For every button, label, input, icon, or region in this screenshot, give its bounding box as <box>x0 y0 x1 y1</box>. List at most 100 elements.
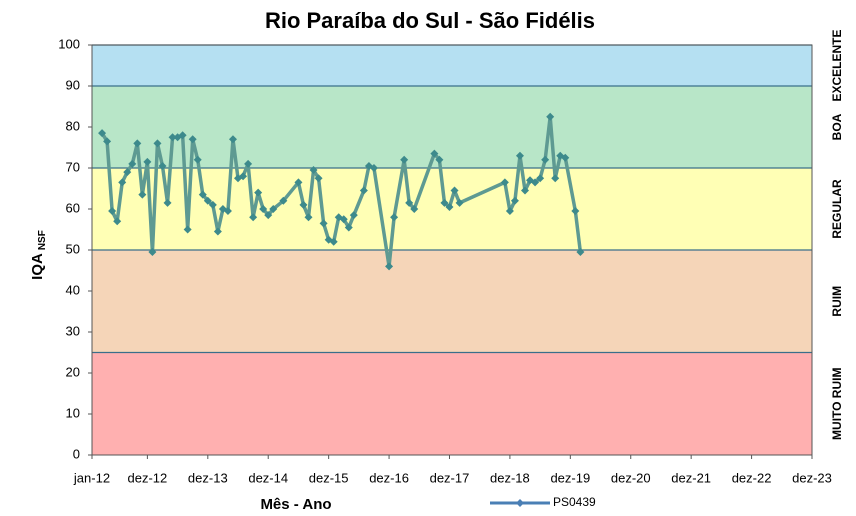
x-tick-label: dez-16 <box>369 470 409 485</box>
legend-label: PS0439 <box>553 495 596 509</box>
data-point <box>319 219 328 228</box>
data-point <box>314 174 323 183</box>
data-point <box>228 135 237 144</box>
data-point <box>143 157 152 166</box>
data-point <box>405 198 414 207</box>
data-point <box>385 262 394 271</box>
data-point <box>369 164 378 172</box>
band-label: BOA <box>830 113 844 140</box>
data-point <box>163 198 172 207</box>
data-point <box>309 166 318 175</box>
x-axis-title: Mês - Ano <box>260 496 331 513</box>
y-tick-label: 10 <box>66 405 80 420</box>
y-tick-label: 90 <box>66 77 80 92</box>
data-point <box>158 161 167 170</box>
x-tick-label: dez-17 <box>430 470 470 485</box>
x-tick-label: jan-12 <box>73 470 110 485</box>
data-point <box>249 213 258 222</box>
data-point <box>576 248 585 257</box>
band <box>92 86 812 168</box>
data-point <box>188 135 197 144</box>
x-tick-label: dez-14 <box>248 470 288 485</box>
data-point <box>500 178 509 187</box>
x-tick-label: dez-13 <box>188 470 228 485</box>
data-point <box>440 198 449 207</box>
y-axis-title-sub: NSF <box>37 230 48 250</box>
data-point <box>118 178 127 187</box>
x-tick-label: dez-20 <box>611 470 651 485</box>
data-point <box>294 178 303 187</box>
band-label: REGULAR <box>830 179 844 239</box>
data-point <box>203 196 212 205</box>
x-tick-label: dez-18 <box>490 470 530 485</box>
data-point <box>435 155 444 164</box>
data-point <box>339 215 348 224</box>
data-point <box>138 190 147 199</box>
data-point <box>430 149 439 158</box>
data-point <box>113 217 122 226</box>
data-point <box>510 196 519 205</box>
data-point <box>279 196 288 205</box>
data-point <box>329 237 338 246</box>
y-tick-label: 0 <box>73 446 80 461</box>
data-point <box>299 200 308 209</box>
data-point <box>269 205 278 213</box>
data-point <box>541 155 550 164</box>
x-tick-label: dez-21 <box>671 470 711 485</box>
data-point <box>521 186 530 195</box>
y-tick-label: 60 <box>66 200 80 215</box>
data-point <box>359 186 368 195</box>
band <box>92 352 812 455</box>
data-point <box>390 213 399 222</box>
data-point <box>98 129 107 138</box>
y-tick-label: 70 <box>66 159 80 174</box>
data-point <box>536 174 545 183</box>
band-label: EXCELENTE <box>830 29 844 101</box>
x-tick-label: dez-23 <box>792 470 832 485</box>
data-point <box>183 225 192 234</box>
data-point <box>561 153 570 162</box>
data-point <box>128 159 137 168</box>
data-point <box>505 207 514 216</box>
data-point <box>198 190 207 199</box>
data-point <box>304 213 313 222</box>
data-point <box>349 211 358 220</box>
data-point <box>571 207 580 216</box>
data-point <box>400 155 409 164</box>
data-point <box>178 131 187 140</box>
data-point <box>551 174 560 183</box>
y-tick-label: 100 <box>58 36 80 51</box>
y-tick-label: 50 <box>66 241 80 256</box>
band-label: RUIM <box>830 286 844 317</box>
data-point <box>254 188 263 197</box>
x-tick-label: dez-15 <box>309 470 349 485</box>
data-point <box>244 159 253 168</box>
data-point <box>123 168 132 177</box>
data-point <box>148 248 157 257</box>
band-label: MUITO RUIM <box>830 368 844 440</box>
data-point <box>531 178 540 187</box>
data-point <box>410 205 419 213</box>
data-point <box>103 137 112 146</box>
x-tick-label: dez-22 <box>732 470 772 485</box>
band <box>92 45 812 86</box>
data-point <box>455 198 464 207</box>
data-point <box>450 186 459 195</box>
data-point <box>108 207 117 216</box>
legend-marker <box>516 499 524 507</box>
data-point <box>259 205 268 213</box>
data-point <box>344 223 353 232</box>
data-point <box>445 202 454 211</box>
band <box>92 250 812 353</box>
data-point <box>153 139 162 148</box>
data-point <box>515 151 524 160</box>
y-axis-title-main: IQA <box>29 253 46 280</box>
x-tick-label: dez-19 <box>550 470 590 485</box>
data-point <box>208 200 217 209</box>
y-tick-label: 30 <box>66 323 80 338</box>
data-point <box>239 172 248 181</box>
data-point <box>193 155 202 164</box>
data-point <box>223 207 232 216</box>
data-point <box>546 112 555 121</box>
